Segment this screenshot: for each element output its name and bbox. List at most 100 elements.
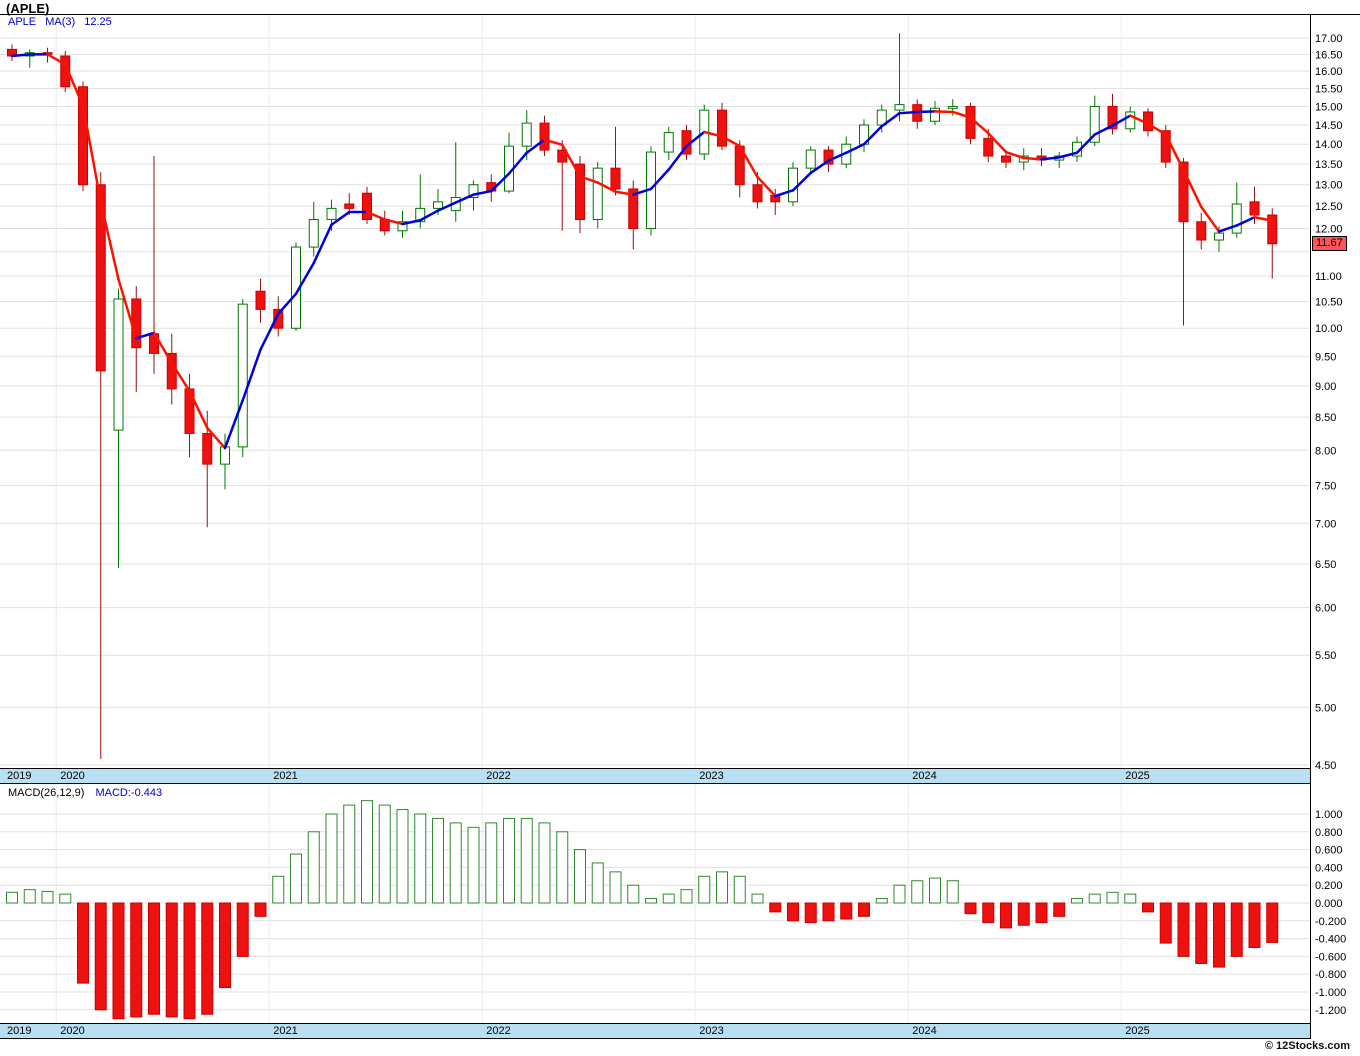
macd-bar xyxy=(503,817,515,904)
macd-tick-label: -1.000 xyxy=(1315,987,1346,999)
price-grid xyxy=(0,37,1310,766)
macd-bar xyxy=(982,902,995,924)
macd-bar xyxy=(1124,893,1137,904)
ma-segment xyxy=(401,218,422,226)
price-tick-label: 15.50 xyxy=(1315,84,1343,96)
ma-segment xyxy=(259,312,280,351)
price-tick-label: 4.50 xyxy=(1315,760,1336,772)
candle-body xyxy=(433,201,443,209)
ma-segment xyxy=(1093,124,1114,136)
ma-segment xyxy=(81,104,102,204)
ma-segment xyxy=(543,138,564,147)
macd-bar xyxy=(432,817,444,904)
macd-bar xyxy=(538,822,551,904)
price-tick-label: 11.00 xyxy=(1315,271,1342,283)
ma-segment xyxy=(703,130,724,138)
macd-bar xyxy=(1000,902,1012,929)
macd-bar xyxy=(23,889,36,904)
candle-body xyxy=(521,122,532,147)
candle-body xyxy=(273,308,284,329)
candle-body xyxy=(415,207,426,223)
page-title: (APLE) xyxy=(6,1,50,16)
macd-bar xyxy=(1035,902,1048,924)
candle-body xyxy=(575,163,585,220)
price-tick-label: 6.50 xyxy=(1315,559,1336,571)
year-label: 2023 xyxy=(699,1025,724,1037)
candle-body xyxy=(894,104,905,111)
candle-body xyxy=(1107,105,1118,130)
ma-segment xyxy=(277,292,298,316)
candlestick-series xyxy=(7,33,1278,759)
candle-body xyxy=(752,184,763,203)
ma-segment xyxy=(1164,133,1185,172)
candle-body xyxy=(717,109,727,147)
ma-segment xyxy=(1075,133,1096,154)
macd-bar xyxy=(858,902,870,917)
ma-segment xyxy=(1129,114,1150,125)
candle-body xyxy=(1267,214,1278,245)
ma-segment xyxy=(809,159,830,175)
candle-body xyxy=(1001,155,1011,163)
macd-bar xyxy=(1071,898,1083,904)
ma-segment xyxy=(632,187,653,196)
macd-bar xyxy=(59,893,72,904)
macd-bar xyxy=(201,902,214,1015)
ma-segment xyxy=(578,175,599,184)
candle-body xyxy=(1231,203,1242,234)
candle-body xyxy=(344,203,355,209)
ma-segment xyxy=(419,209,440,222)
candle-body xyxy=(983,137,994,157)
panel-borders xyxy=(0,14,1360,1039)
ma-segment xyxy=(46,53,67,66)
price-tick-label: 5.00 xyxy=(1315,702,1336,714)
price-tick-label: 10.50 xyxy=(1315,297,1343,309)
macd-bar xyxy=(449,822,462,904)
ma-segment xyxy=(10,53,31,58)
macd-bar xyxy=(929,877,941,904)
macd-bar xyxy=(1017,902,1030,926)
macd-bar xyxy=(414,813,427,904)
macd-bar xyxy=(574,849,586,904)
macd-bar xyxy=(94,902,107,1011)
macd-bar xyxy=(840,902,853,920)
price-tick-label: 7.00 xyxy=(1315,518,1336,530)
ma-segment xyxy=(969,116,990,135)
ma-segment xyxy=(1040,156,1061,161)
macd-bar xyxy=(325,813,338,904)
macd-bar xyxy=(378,804,391,904)
year-label: 2019 xyxy=(7,1025,32,1037)
candle-body xyxy=(468,184,479,199)
ma-segment xyxy=(170,361,191,393)
year-label: 2025 xyxy=(1125,770,1150,782)
macd-bar xyxy=(1266,902,1279,943)
candle-body xyxy=(1214,232,1224,241)
price-tick-label: 8.00 xyxy=(1315,445,1336,457)
ma-segment xyxy=(472,189,493,196)
candle-body xyxy=(1178,161,1189,223)
macd-tick-label: 0.800 xyxy=(1315,827,1343,839)
price-tick-label: 5.50 xyxy=(1315,650,1336,662)
x-axis-band-top: 2019 2020 2021 2022 2023 2024 2025 xyxy=(0,768,1310,784)
price-tick-label: 16.50 xyxy=(1315,49,1343,61)
ma-segment xyxy=(294,261,315,296)
ma-segment xyxy=(312,223,333,265)
ma-segment xyxy=(862,125,883,146)
ma-segment xyxy=(490,172,511,193)
legend-symbol: APLE xyxy=(8,16,37,28)
macd-bar xyxy=(6,891,18,904)
macd-bar xyxy=(396,809,409,904)
ma-segment xyxy=(223,398,244,450)
candle-body xyxy=(308,218,319,248)
macd-bar xyxy=(130,902,143,1018)
price-tick-label: 13.00 xyxy=(1315,180,1343,192)
price-tick-label: 12.50 xyxy=(1315,201,1343,213)
macd-bar xyxy=(219,902,231,989)
ma-segment xyxy=(791,171,812,192)
ma-segment xyxy=(827,151,848,162)
macd-bar xyxy=(875,898,888,904)
ma-segment xyxy=(188,389,209,430)
ma-segment xyxy=(365,210,386,221)
ma-segment xyxy=(64,63,85,108)
macd-bar xyxy=(307,831,320,904)
ma-segment xyxy=(1146,122,1167,136)
